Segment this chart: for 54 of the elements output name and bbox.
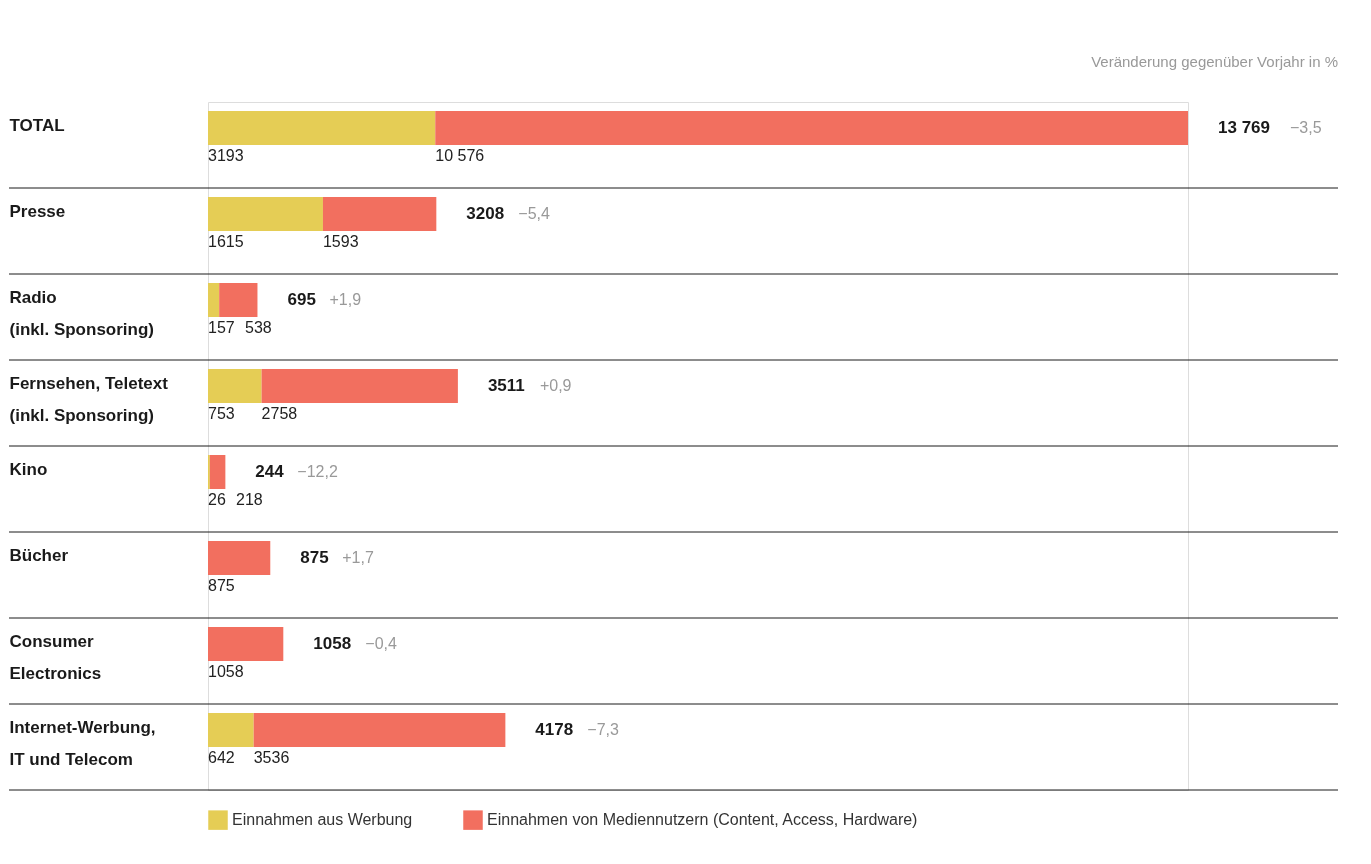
total-label: 13 769	[1218, 118, 1270, 137]
y-tick-label: Bücher	[9, 546, 69, 565]
text: Veränderung gegenüber Vorjahr in %	[1091, 53, 1338, 70]
annotation: +1,9	[329, 291, 362, 308]
bar	[219, 283, 258, 317]
total-label: 875	[208, 577, 235, 594]
data-label: 157	[208, 319, 235, 336]
bar	[208, 283, 220, 317]
data-label: 10 576	[435, 147, 485, 164]
y-tick-label: Internet-Werbung, IT und Telecom	[9, 718, 156, 769]
bar	[208, 197, 323, 231]
bar	[208, 541, 271, 575]
bar	[261, 369, 458, 403]
annotation: −0,4	[365, 635, 397, 652]
annotation: −12,2	[297, 463, 338, 480]
total-label: 1058	[208, 663, 244, 680]
data-label: 1058	[313, 634, 352, 653]
y-tick-label: Consumer Electronics	[9, 632, 102, 683]
bar	[435, 111, 1188, 145]
data-label: 3536	[253, 749, 290, 766]
data-label: 26	[208, 491, 226, 508]
data-label: 1615	[208, 233, 244, 250]
total-label: 695	[287, 290, 316, 309]
legend-label: Einnahmen aus Werbung	[232, 811, 413, 829]
data-label: 538	[245, 319, 272, 336]
data-label: 642	[208, 749, 235, 766]
annotation: −7,3	[587, 721, 620, 738]
bar	[208, 369, 262, 403]
y-tick-label: Kino	[9, 460, 48, 479]
data-label: 875	[300, 548, 329, 567]
bar	[208, 111, 436, 145]
total-label: 4178	[535, 720, 574, 739]
bar	[208, 627, 284, 661]
total-label: 3208	[466, 204, 505, 223]
data-label: 2758	[261, 405, 298, 422]
text: −3,5	[1290, 119, 1322, 136]
total-label: 3511	[487, 376, 525, 395]
bar	[209, 455, 226, 489]
data-label: 218	[236, 491, 263, 508]
bar	[322, 197, 437, 231]
annotation: −5,4	[518, 205, 551, 222]
bar	[253, 713, 506, 747]
y-tick-label: Fernsehen, Teletext (inkl. Sponsoring)	[9, 374, 169, 425]
y-tick-label: TOTAL	[9, 116, 65, 135]
total-label: 244	[255, 462, 285, 481]
legend-label: Einnahmen von Mediennutzern (Content, Access, Hardware)	[487, 811, 918, 829]
annotation: +0,9	[539, 377, 572, 394]
y-tick-label: Radio (inkl. Sponsoring)	[9, 288, 154, 339]
data-label: 753	[208, 405, 235, 422]
data-label: 1593	[322, 233, 359, 250]
bar	[208, 713, 254, 747]
annotation: +1,7	[342, 549, 374, 566]
data-label: 3193	[208, 147, 244, 164]
y-tick-label: Presse	[9, 202, 66, 221]
